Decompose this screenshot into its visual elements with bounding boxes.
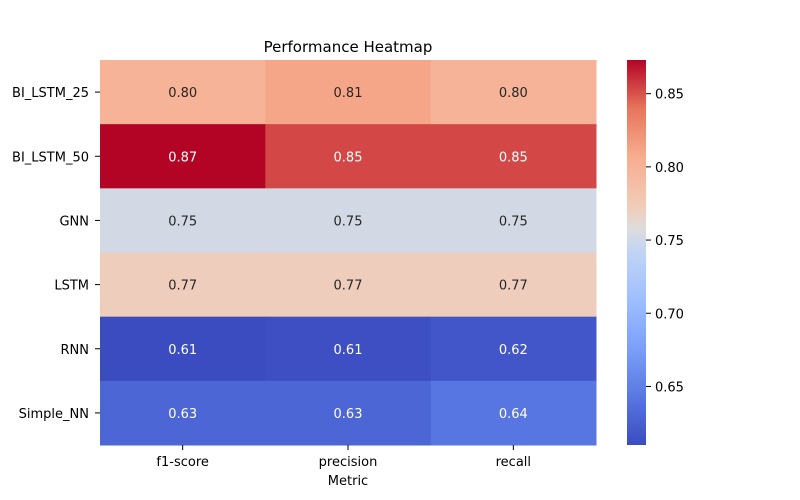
cell-value-label: 0.85	[499, 150, 528, 165]
heatmap-cell	[430, 124, 597, 189]
cell-value-label: 0.61	[334, 343, 363, 358]
cell-value-label: 0.87	[168, 150, 197, 165]
colorbar-gradient	[627, 60, 646, 445]
cell-value-label: 0.61	[168, 343, 197, 358]
heatmap-cell	[265, 380, 432, 446]
y-axis: BI_LSTM_25 BI_LSTM_50 GNN LSTM RNN Simple_NN	[12, 86, 100, 422]
chart-title: Performance Heatmap	[264, 38, 433, 56]
y-tick-label: LSTM	[54, 279, 89, 294]
heatmap-cell	[100, 316, 266, 382]
cell-value-label: 0.80	[499, 86, 528, 101]
heatmap-cell	[100, 380, 266, 446]
cell-value-label: 0.81	[334, 86, 363, 101]
cell-value-label: 0.63	[168, 407, 197, 422]
cell-value-label: 0.62	[499, 343, 528, 358]
heatmap-cell	[430, 60, 597, 125]
x-tick-label: recall	[496, 455, 531, 470]
cell-value-label: 0.63	[334, 407, 363, 422]
heatmap-cell	[430, 188, 597, 253]
heatmap-cell	[100, 124, 266, 189]
y-tick-label: BI_LSTM_50	[12, 150, 89, 165]
x-tick-label: precision	[319, 455, 378, 470]
colorbar-tick-label: 0.80	[655, 161, 684, 176]
heatmap-cell	[265, 316, 432, 382]
heatmap-cell	[265, 188, 432, 253]
cell-value-label: 0.75	[168, 214, 197, 229]
colorbar-ticks: 0.65 0.70 0.75 0.80 0.85	[646, 88, 684, 395]
colorbar-tick-label: 0.70	[655, 307, 684, 322]
colorbar-tick-label: 0.75	[655, 234, 684, 249]
heatmap-cells: 0.80 0.81 0.80 0.87 0.85 0.85 0.75 0.75 0.75 0.77…	[100, 60, 597, 446]
colorbar-tick-label: 0.85	[655, 88, 684, 103]
heatmap-cell	[100, 60, 266, 125]
heatmap-cell	[430, 380, 597, 446]
heatmap-cell	[100, 188, 266, 253]
cell-value-label: 0.85	[334, 150, 363, 165]
heatmap-cell	[265, 124, 432, 189]
cell-value-label: 0.80	[168, 86, 197, 101]
heatmap-cell	[430, 316, 597, 382]
x-tick-label: f1-score	[156, 455, 208, 470]
y-tick-label: BI_LSTM_25	[12, 86, 89, 101]
heatmap-cell	[430, 252, 597, 318]
x-axis: f1-score precision recall	[156, 445, 531, 470]
y-tick-label: RNN	[61, 343, 89, 358]
cell-value-label: 0.77	[499, 279, 528, 294]
cell-value-label: 0.75	[499, 214, 528, 229]
x-axis-title: Metric	[328, 474, 368, 489]
cell-value-label: 0.64	[499, 407, 528, 422]
y-tick-label: Simple_NN	[19, 407, 89, 422]
colorbar: 0.65 0.70 0.75 0.80 0.85	[627, 60, 684, 445]
cell-value-label: 0.77	[168, 279, 197, 294]
heatmap-cell	[265, 60, 432, 125]
heatmap-cell	[265, 252, 432, 318]
colorbar-tick-label: 0.65	[655, 380, 684, 395]
cell-value-label: 0.75	[334, 214, 363, 229]
y-tick-label: GNN	[59, 214, 89, 229]
heatmap-cell	[100, 252, 266, 318]
cell-value-label: 0.77	[334, 279, 363, 294]
